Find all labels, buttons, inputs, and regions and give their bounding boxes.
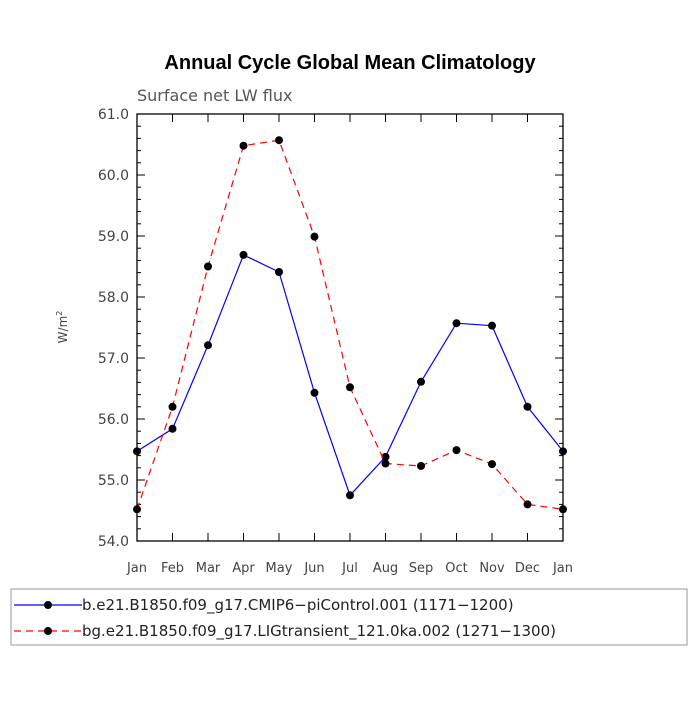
series-2-point [523, 500, 532, 509]
axes: 54.0 55.0 56.0 57.0 58.0 59.0 60.0 61.0 Jan Feb Ma… [98, 107, 573, 576]
series-line-1 [136, 254, 564, 497]
series-line-2 [136, 139, 564, 510]
y-tick-label: 55.0 [98, 473, 129, 489]
series-layer [133, 136, 567, 514]
series-1-point [452, 319, 461, 328]
x-tick-label: May [266, 561, 293, 576]
y-tick-label: 59.0 [98, 229, 129, 245]
series-1-point [239, 250, 248, 259]
x-tick-label: Jan [552, 561, 573, 576]
x-tick-label: Oct [445, 561, 467, 576]
series-2-point [346, 383, 354, 392]
x-tick-label: Dec [515, 561, 540, 576]
x-tick-label: Jun [303, 561, 324, 576]
y-tick-label: 60.0 [98, 168, 129, 184]
legend-marker-1 [44, 601, 52, 609]
y-axis-label-unit: W/m [56, 316, 70, 344]
x-tick-label: Jul [341, 561, 358, 576]
y-tick-label: 54.0 [98, 534, 129, 550]
legend-box [10, 588, 688, 646]
series-1-point [417, 377, 425, 386]
legend-label-2: bg.e21.B1850.f09_g17.LIGtransient_121.0k… [82, 622, 556, 641]
series-2-point [239, 141, 248, 150]
x-tick-label: Mar [196, 561, 221, 576]
series-2-point [452, 446, 461, 455]
series-2-point [133, 505, 141, 514]
y-tick-label: 61.0 [98, 107, 129, 123]
series-2-point [168, 402, 177, 411]
x-tick-label: Feb [161, 561, 184, 576]
legend-label-1: b.e21.B1850.f09_g17.CMIP6−piControl.001 … [82, 596, 514, 615]
series-1-point [523, 402, 532, 411]
series-2-point [559, 505, 567, 514]
x-tick-label: Jan [126, 561, 147, 576]
series-1-point [133, 447, 141, 456]
x-tick-label: Nov [479, 561, 505, 576]
legend: b.e21.B1850.f09_g17.CMIP6−piControl.001 … [10, 588, 688, 646]
series-1-point [204, 341, 212, 350]
series-2-point [204, 262, 212, 271]
chart-title: Annual Cycle Global Mean Climatology [164, 52, 536, 74]
y-axis-label-superscript: 2 [55, 311, 64, 316]
series-2-point [381, 459, 390, 468]
series-2-point [275, 136, 283, 145]
x-tick-label: Sep [409, 561, 434, 576]
series-1-point [559, 447, 567, 456]
series-1-point [488, 321, 496, 330]
series-2-point [310, 232, 319, 241]
y-axis-label: W/m2 [55, 311, 70, 344]
series-2-point [488, 460, 496, 469]
y-tick-label: 56.0 [98, 412, 129, 428]
chart-subtitle: Surface net LW flux [137, 86, 292, 105]
series-1-point [310, 388, 319, 397]
y-tick-label: 58.0 [98, 290, 129, 306]
series-2-point [417, 461, 425, 470]
legend-marker-2 [44, 627, 52, 635]
series-1-point [168, 424, 177, 433]
x-tick-label: Apr [232, 561, 255, 576]
y-tick-label: 57.0 [98, 351, 129, 367]
plot-frame [136, 113, 564, 542]
series-1-point [275, 267, 283, 276]
series-1-point [381, 452, 390, 461]
series-1-point [346, 491, 354, 500]
x-tick-label: Aug [373, 561, 398, 576]
